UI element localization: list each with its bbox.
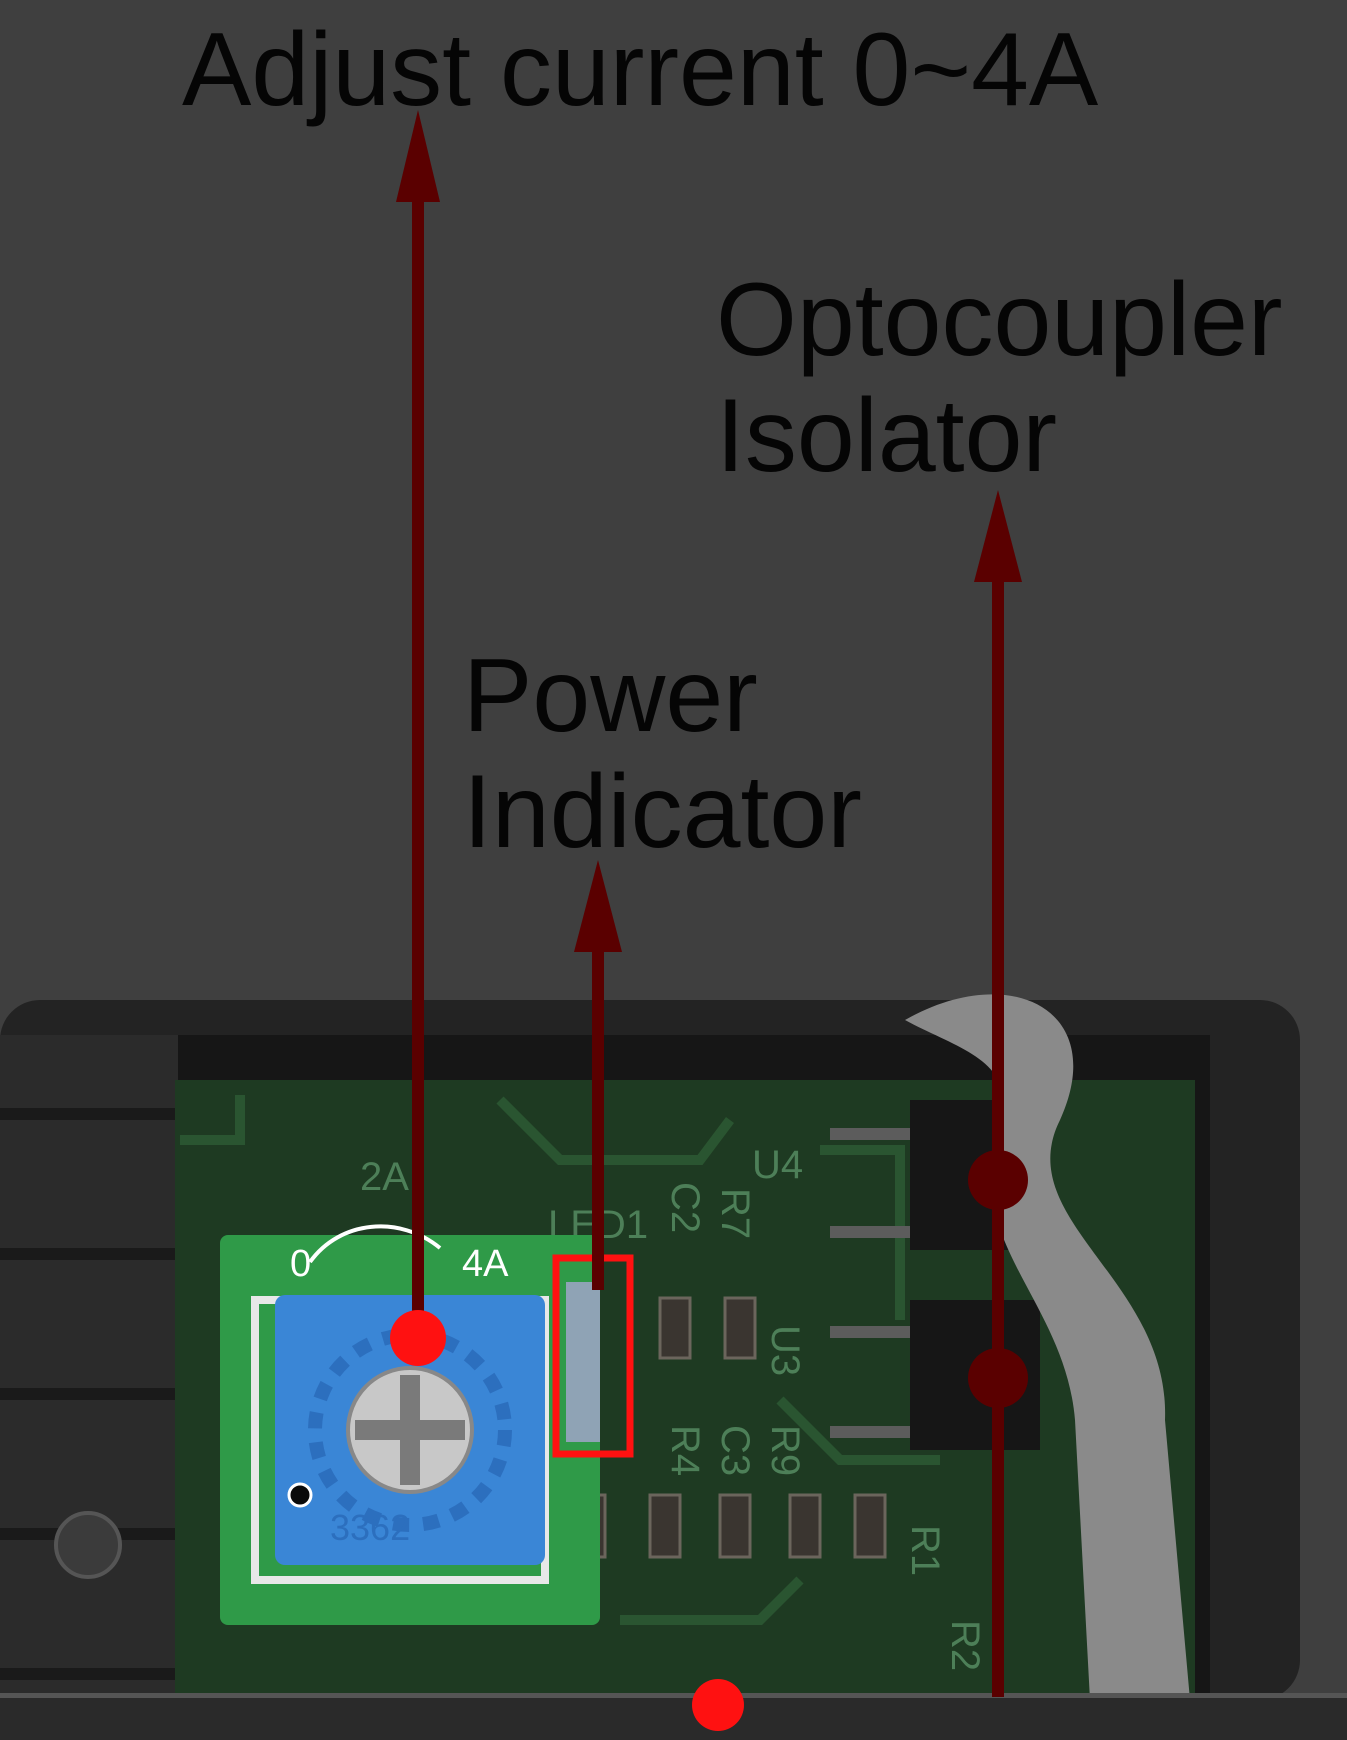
label-optocoupler-isolator: Optocoupler Isolator	[716, 262, 1283, 494]
label-power-line1: Power	[463, 638, 758, 754]
silk-r9: R9	[763, 1425, 807, 1476]
silk-u3: U3	[763, 1325, 807, 1376]
silk-0: 0	[290, 1243, 311, 1285]
silk-r1: R1	[903, 1525, 947, 1576]
bottom-bezel-line	[0, 1693, 1347, 1698]
chip-pins	[830, 1128, 910, 1438]
marker-dot-u4	[968, 1150, 1028, 1210]
label-adjust-current: Adjust current 0~4A	[182, 12, 1099, 128]
silk-u4: U4	[752, 1143, 803, 1187]
label-power-line2: Indicator	[463, 754, 862, 870]
arrow-optocoupler	[968, 490, 1028, 1697]
arrow-adjust-current	[390, 110, 446, 1366]
silk-4a: 4A	[462, 1243, 509, 1285]
silk-r7: R7	[713, 1188, 757, 1239]
heatsink	[0, 1035, 178, 1700]
silk-2a: 2A	[360, 1155, 409, 1199]
silk-r2: R2	[943, 1620, 987, 1671]
silk-r4: R4	[663, 1425, 707, 1476]
cable	[905, 994, 1190, 1700]
label-optocoupler-line2: Isolator	[716, 378, 1058, 494]
arrow-power-indicator	[574, 860, 622, 1290]
adjust-arc	[308, 1224, 442, 1264]
marker-dot-trimmer	[390, 1310, 446, 1366]
pin1-dot	[287, 1482, 313, 1508]
marker-dot-bottom	[692, 1679, 744, 1731]
label-optocoupler-line1: Optocoupler	[716, 262, 1283, 378]
knob-slot-vertical	[400, 1375, 420, 1485]
silk-3362: 3362	[330, 1507, 410, 1548]
marker-dot-u3	[968, 1348, 1028, 1408]
silk-c2: C2	[663, 1182, 707, 1233]
bottom-bezel	[0, 1697, 1347, 1740]
pcb-traces	[180, 1095, 940, 1625]
silk-c3: C3	[713, 1425, 757, 1476]
label-power-indicator: Power Indicator	[463, 638, 862, 870]
heatsink-screw	[54, 1511, 122, 1579]
power-led	[566, 1282, 600, 1442]
smd-components	[573, 1296, 887, 1559]
trimmer-gear	[308, 1328, 512, 1532]
